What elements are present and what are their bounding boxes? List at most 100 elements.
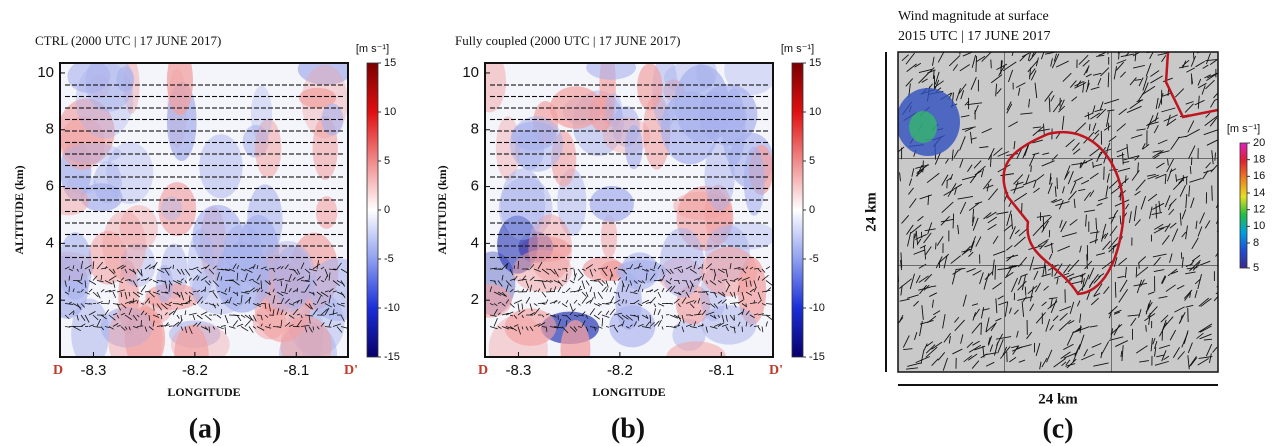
wind-streak [1081,353,1095,361]
wind-arrow [509,314,514,317]
wind-arrow [581,280,586,290]
wind-streak [1069,80,1077,88]
wind-arrow [601,268,608,277]
wind-streak [1179,315,1183,323]
wind-arrow [665,280,672,285]
wind-streak [1091,342,1102,348]
wind-arrow [605,310,610,316]
wind-arrow [629,264,634,270]
wind-streak [919,284,927,295]
wind-arrow [629,324,633,327]
wind-arrow [100,314,107,320]
wind-streak [983,283,987,290]
wind-streak [924,273,933,282]
wind-arrow [104,280,113,285]
wind-streak [1206,139,1218,146]
wind-streak [1041,301,1047,307]
wind-arrow [320,291,329,298]
wind-arrow [709,291,717,294]
colorbar-tick-label: -10 [384,302,400,314]
wind-streak [1010,185,1024,191]
wind-arrow [637,324,644,327]
wind-arrow [264,280,271,285]
wind-arrow [316,260,320,270]
wind-arrow [681,290,685,293]
wind-arrow [537,288,541,293]
wind-arrow [577,303,581,306]
wind-arrow [565,268,568,272]
wind-arrow [248,287,255,293]
wind-arrow [240,326,249,332]
colorbar-tick-label: 16 [1253,170,1265,182]
wind-arrow [232,320,239,327]
wind-streak [1141,143,1146,150]
wind-streak [1058,319,1072,332]
wind-arrow [240,294,243,304]
wind-streak [1064,165,1071,178]
wind-streak [954,187,957,195]
wind-streak [982,308,990,311]
wind-streak [928,67,935,74]
wind-arrow [625,283,630,293]
wind-streak [1141,85,1156,96]
wind-arrow [693,278,699,281]
wind-arrow [609,268,614,277]
wind-streak [1134,190,1141,196]
wind-arrow [184,268,191,276]
wind-arrow [324,303,332,308]
endpoint-label: D [53,363,63,378]
y-tick-label: 8 [46,121,54,138]
wind-arrow [204,302,209,304]
wind-streak [1195,220,1198,230]
wind-arrow [533,268,541,272]
wind-streak [980,168,985,178]
wind-streak [1197,78,1202,86]
wind-arrow [657,309,661,316]
wind-arrow [689,280,695,288]
wind-arrow [565,287,571,293]
wind-streak [1061,232,1077,238]
wind-streak [1006,103,1013,114]
colorbar-tick-label: 20 [1253,137,1265,149]
wind-streak [1188,185,1191,197]
wind-streak [1204,220,1211,229]
wind-streak [1116,154,1125,158]
wind-arrow [697,266,702,270]
wind-arrow [689,283,694,293]
field-blob [500,168,546,240]
wind-arrow [164,268,170,276]
wind-streak [1209,117,1218,127]
wind-streak [1205,343,1213,357]
x-axis-label: LONGITUDE [167,385,240,399]
wind-streak [1138,256,1146,264]
wind-streak [979,146,989,149]
wind-arrow [252,288,258,293]
wind-arrow [653,288,659,293]
wind-streak [931,358,939,367]
wind-streak [1186,67,1195,73]
wind-streak [987,337,991,345]
wind-streak [1017,280,1027,291]
wind-streak [908,178,913,186]
wind-streak [912,233,915,249]
wind-arrow [176,319,183,327]
wind-arrow [677,314,682,322]
wind-streak [1145,301,1153,313]
wind-arrow [260,280,263,290]
wind-arrow [300,314,303,319]
wind-arrow [713,274,716,281]
wind-arrow [513,290,519,293]
wind-streak [970,240,975,253]
wind-streak [1058,199,1064,210]
wind-arrow [188,326,193,334]
wind-streak [1096,108,1107,119]
wind-arrow [685,280,690,289]
wind-arrow [188,268,194,271]
wind-streak [1035,342,1041,357]
wind-arrow [128,307,133,316]
wind-streak [1203,169,1214,174]
wind-arrow [84,280,87,288]
wind-streak [1190,73,1193,84]
wind-streak [918,72,929,84]
wind-arrow [505,326,514,330]
